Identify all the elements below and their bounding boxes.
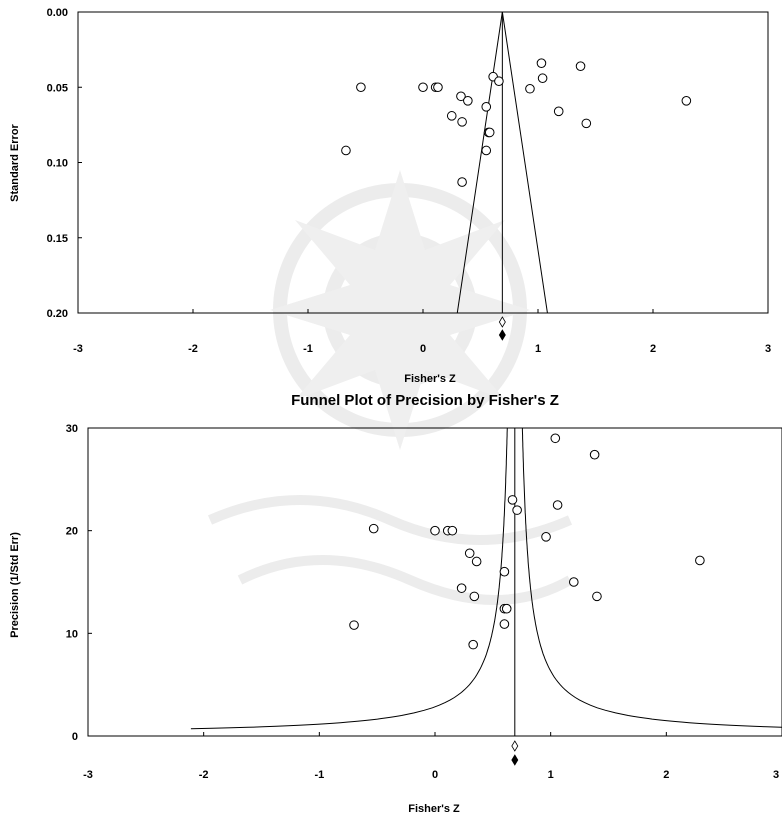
plot2-point <box>430 525 440 536</box>
plot2-open-diamond <box>511 740 519 752</box>
plot2-point <box>456 583 467 593</box>
plot2-title: Funnel Plot of Precision by Fisher's Z <box>291 392 559 409</box>
plot1-point <box>481 145 492 156</box>
plot2-point <box>589 449 600 460</box>
plot2-point <box>469 591 480 602</box>
plot2-x-tick-label: 2 <box>663 769 669 781</box>
plot1-point <box>457 177 467 187</box>
plot2-point <box>695 555 705 566</box>
plot1-funnel-triangle <box>456 11 548 314</box>
plot-precision: Funnel Plot of Precision by Fisher's Z -… <box>9 392 782 815</box>
plot2-x-tick-label: -3 <box>83 769 93 781</box>
plot1-x-tick-label: -1 <box>303 343 313 355</box>
plot1-x-axis-label: Fisher's Z <box>404 373 456 385</box>
plot2-funnel-curve <box>190 427 782 736</box>
plot2-point <box>499 619 510 629</box>
plot2-point <box>471 556 482 567</box>
plot1-x-tick-label: -3 <box>73 343 83 355</box>
plot2-point <box>447 525 458 536</box>
plot1-y-tick-label: 0.15 <box>47 233 68 245</box>
plot-standard-error: -3 -2 -1 0 1 2 3 0.00 0.05 0.10 0.15 0.20 Fisher's… <box>9 7 771 385</box>
plot1-open-diamond <box>498 316 506 328</box>
plot2-summary-diamonds <box>511 740 519 766</box>
plot2-funnel-left <box>190 427 510 730</box>
plot1-point <box>536 58 547 68</box>
plot2-point <box>501 603 512 614</box>
plot1-frame <box>77 11 769 314</box>
watermark-rosette <box>207 170 573 605</box>
plot1-funnel-left <box>456 11 503 314</box>
plot2-point <box>464 548 475 559</box>
plot1-x-tick-label: 2 <box>650 343 656 355</box>
plot2-point <box>507 495 518 505</box>
plot1-point <box>553 106 564 117</box>
plot1-point <box>356 82 366 93</box>
plot1-point <box>537 73 548 84</box>
plot2-x-tick-label: 0 <box>432 769 438 781</box>
plot1-point <box>456 91 466 102</box>
plot2-filled-diamond <box>511 754 519 766</box>
plot1-point <box>575 61 586 71</box>
plot2-y-ticks: 0 10 20 30 <box>66 423 92 743</box>
plot2-frame <box>87 427 782 737</box>
plot1-filled-diamond <box>498 329 506 341</box>
plot1-funnel-right <box>501 11 548 314</box>
plot1-y-ticks: 0.00 0.05 0.10 0.15 0.20 <box>47 7 82 320</box>
plot2-y-tick-label: 30 <box>66 423 78 435</box>
plot2-x-tick-label: 1 <box>548 769 554 781</box>
plot2-point <box>512 505 522 515</box>
plot2-point <box>349 620 359 630</box>
plot2-y-tick-label: 20 <box>66 526 78 538</box>
plot1-point <box>418 82 428 93</box>
plot1-point <box>433 82 443 93</box>
plot2-x-tick-label: -1 <box>314 769 324 781</box>
plot1-point <box>446 111 457 121</box>
plot1-y-tick-label: 0.10 <box>47 158 68 170</box>
plot1-points <box>341 58 692 187</box>
plot1-point <box>463 95 473 106</box>
plot2-point <box>368 523 379 534</box>
plot1-x-tick-label: 3 <box>765 343 771 355</box>
plot2-point <box>468 639 478 650</box>
plot2-funnel-right <box>520 427 782 728</box>
plot1-point <box>494 76 504 87</box>
plot2-y-tick-label: 0 <box>72 731 78 743</box>
plot1-x-tick-label: -2 <box>188 343 198 355</box>
plot2-point <box>552 500 563 510</box>
plot2-point <box>569 577 579 587</box>
plot2-point <box>499 566 510 577</box>
plot2-point <box>541 532 551 542</box>
plot2-x-tick-label: -2 <box>199 769 209 781</box>
plot1-point <box>457 117 467 127</box>
plot1-point <box>341 145 351 156</box>
plot2-x-tick-label: 3 <box>773 769 779 781</box>
plot2-point <box>550 433 561 444</box>
plot1-y-tick-label: 0.05 <box>47 82 68 94</box>
plot1-point <box>484 127 495 138</box>
plot1-x-tick-label: 1 <box>535 343 541 355</box>
plot1-x-tick-label: 0 <box>420 343 426 355</box>
plot2-y-tick-label: 10 <box>66 628 78 640</box>
plot2-y-axis-label: Precision (1/Std Err) <box>9 532 21 638</box>
plot1-y-axis-label: Standard Error <box>9 123 21 201</box>
plot2-point <box>592 591 602 602</box>
plot1-summary-diamonds <box>498 316 506 341</box>
plot1-point <box>581 118 592 129</box>
plot1-x-ticks: -3 -2 -1 0 1 2 3 <box>73 309 771 355</box>
plot2-points <box>349 433 705 650</box>
plot1-y-tick-label: 0.20 <box>47 308 68 320</box>
plot1-point <box>481 102 492 112</box>
plot1-y-tick-label: 0.00 <box>47 7 68 19</box>
plot2-x-axis-label: Fisher's Z <box>408 803 460 815</box>
plot1-point <box>681 95 692 106</box>
plot1-point <box>525 83 535 94</box>
plot2-x-ticks: -3 -2 -1 0 1 2 3 <box>83 732 782 781</box>
